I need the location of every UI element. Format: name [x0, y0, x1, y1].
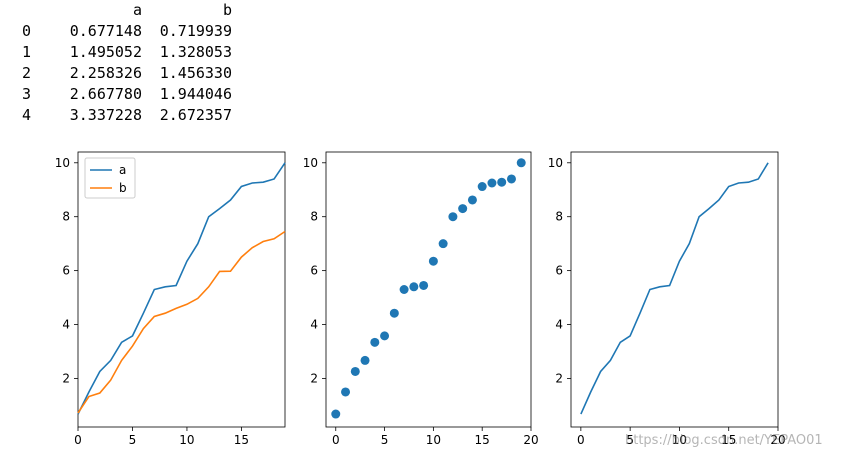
y-tick-label: 6 [62, 264, 70, 278]
dataframe-row: 2 2.258326 1.456330 [22, 63, 232, 84]
scatter-point [506, 174, 516, 184]
cell-a: 2.667780 [69, 85, 142, 103]
cell-b: 2.672357 [159, 106, 232, 124]
row-index: 3 [22, 85, 32, 103]
scatter-point [360, 355, 370, 365]
scatter-point [399, 285, 409, 294]
legend-label-a: a [119, 163, 126, 177]
x-tick-label: 0 [577, 433, 585, 447]
dataframe-row: 0 0.677148 0.719939 [22, 21, 232, 42]
x-tick-label: 0 [332, 433, 340, 447]
row-index: 2 [22, 64, 32, 82]
dataframe-row: 1 1.495052 1.328053 [22, 42, 232, 63]
row-index: 0 [22, 22, 32, 40]
scatter-point [341, 387, 351, 397]
y-tick-label: 10 [548, 156, 563, 170]
y-tick-label: 10 [303, 156, 318, 170]
y-tick-label: 10 [55, 156, 70, 170]
scatter-point [419, 280, 429, 290]
dataframe-table: a b 0 0.677148 0.719939 1 1.495052 1.328… [22, 0, 232, 126]
y-tick-label: 4 [310, 318, 318, 332]
cell-a: 2.258326 [69, 64, 142, 82]
scatter-point [497, 177, 507, 187]
scatter-point [487, 178, 497, 188]
x-tick-label: 20 [770, 433, 785, 447]
column-header-a: a [132, 1, 142, 19]
y-tick-label: 4 [555, 318, 563, 332]
axes-frame [77, 151, 286, 428]
cell-a: 3.337228 [69, 106, 142, 124]
dataframe-row: 3 2.667780 1.944046 [22, 84, 232, 105]
scatter-point [350, 366, 360, 376]
y-tick-label: 8 [310, 210, 318, 224]
dataframe-row: 4 3.337228 2.672357 [22, 105, 232, 126]
y-tick-label: 6 [310, 264, 318, 278]
x-tick-label: 10 [179, 433, 194, 447]
series-line-a [77, 162, 286, 415]
legend-label-b: b [119, 181, 127, 195]
dataframe-header-row: a b [22, 0, 232, 21]
x-tick-label: 15 [234, 433, 249, 447]
x-tick-label: 10 [426, 433, 441, 447]
scatter-point [370, 337, 380, 347]
x-tick-label: 0 [74, 433, 82, 447]
scatter-point [428, 256, 438, 266]
x-tick-label: 20 [523, 433, 538, 447]
cell-a: 1.495052 [69, 43, 142, 61]
y-tick-label: 2 [310, 371, 318, 385]
scatter-point [516, 158, 526, 168]
x-tick-label: 5 [129, 433, 137, 447]
series-line-b [77, 230, 286, 414]
x-tick-label: 10 [672, 433, 687, 447]
y-tick-label: 4 [62, 318, 70, 332]
x-tick-label: 15 [721, 433, 736, 447]
x-tick-label: 5 [626, 433, 634, 447]
y-tick-label: 8 [555, 210, 563, 224]
y-tick-label: 2 [62, 371, 70, 385]
series-line [580, 162, 769, 415]
cell-b: 0.719939 [159, 22, 232, 40]
cell-b: 1.328053 [159, 43, 232, 61]
scatter-point [380, 331, 390, 341]
scatter-point [409, 282, 419, 292]
cell-b: 1.944046 [159, 85, 232, 103]
scatter-point [438, 239, 448, 249]
y-tick-label: 6 [555, 264, 563, 278]
scatter-point [467, 195, 477, 205]
x-tick-label: 15 [475, 433, 490, 447]
watermark-text: https://blog.csdn.net/YEPAO01 [625, 433, 823, 448]
axes-frame [570, 151, 779, 428]
column-header-b: b [222, 1, 232, 19]
scatter-point [448, 212, 458, 222]
scatter-point [477, 182, 487, 192]
y-tick-label: 2 [555, 371, 563, 385]
row-index: 1 [22, 43, 32, 61]
cell-a: 0.677148 [69, 22, 142, 40]
scatter-point [458, 204, 468, 214]
x-tick-label: 5 [381, 433, 389, 447]
scatter-point [389, 308, 399, 318]
row-index: 4 [22, 106, 32, 124]
cell-b: 1.456330 [159, 64, 232, 82]
axes-frame [325, 151, 532, 428]
legend-box [84, 157, 136, 199]
dataframe-output: a b 0 0.677148 0.719939 1 1.495052 1.328… [22, 0, 232, 126]
y-tick-label: 8 [62, 210, 70, 224]
scatter-point [331, 409, 341, 419]
